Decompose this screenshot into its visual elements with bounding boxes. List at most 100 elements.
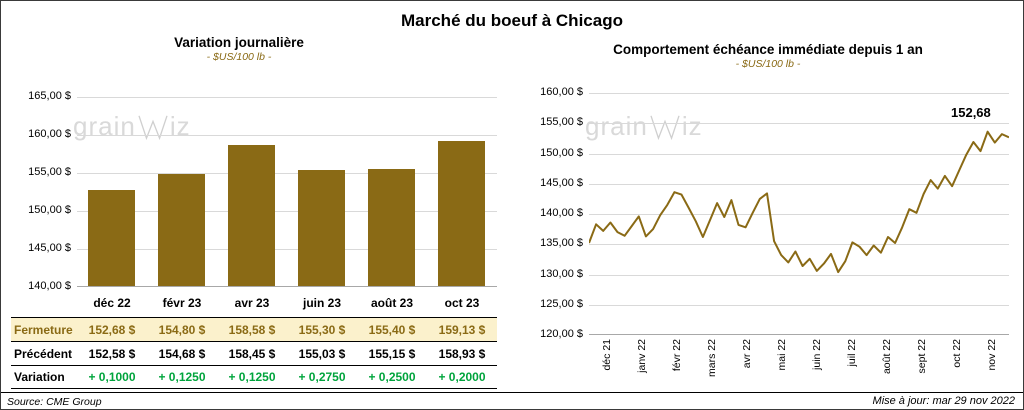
y-axis-label: 160,00 $	[540, 86, 583, 98]
page-title: Marché du boeuf à Chicago	[401, 11, 623, 30]
table-cell: 155,15 $	[368, 346, 416, 361]
table-cell: 152,58 $	[88, 346, 136, 361]
x-axis-label: juin 23	[302, 296, 341, 310]
watermark-text: grain	[73, 111, 136, 141]
y-axis-label: 140,00 $	[28, 280, 71, 292]
bar	[88, 189, 135, 286]
table-cell: + 0,2500	[368, 370, 416, 384]
gridline	[589, 214, 1009, 215]
table-cell: 155,30 $	[298, 322, 346, 337]
gridline	[589, 274, 1009, 276]
table-cell: 158,58 $	[228, 322, 276, 337]
row-label: Variation	[14, 370, 65, 384]
y-axis-label: 165,00 $	[28, 90, 71, 102]
grainwiz-w-icon	[136, 113, 170, 141]
line-plot	[589, 93, 1009, 335]
table-cell: 158,45 $	[228, 346, 276, 361]
daily-variation-chart: Variation journalière - $US/100 lb - gra…	[11, 35, 507, 391]
row-label: Précédent	[14, 346, 73, 361]
y-axis-label: 140,00 $	[540, 207, 583, 219]
x-axis-label: févr 22	[670, 339, 683, 372]
x-axis-label: sept 22	[915, 339, 928, 374]
table-cell: + 0,1000	[88, 370, 136, 384]
table-cell: 159,13 $	[438, 322, 486, 337]
bar	[438, 140, 485, 286]
gridline	[77, 97, 497, 98]
table-cell: + 0,1250	[228, 370, 276, 384]
x-axis-label: août 23	[370, 296, 413, 310]
row-label: Fermeture	[14, 322, 73, 337]
y-axis-label: 150,00 $	[28, 204, 71, 216]
watermark-text: grain	[585, 111, 648, 141]
bar	[298, 169, 345, 286]
chart-subtitle: - $US/100 lb -	[735, 58, 801, 70]
table-cell: 152,68 $	[88, 322, 136, 337]
bar	[158, 173, 205, 286]
source-label: Source: CME Group	[7, 396, 102, 408]
grainwiz-watermark: grain iz	[585, 111, 703, 142]
table-cell: 155,40 $	[368, 322, 416, 337]
watermark-text: iz	[169, 111, 191, 141]
gridline	[589, 244, 1009, 246]
gridline	[589, 183, 1009, 185]
gridline	[77, 211, 497, 212]
chart-title: Comportement échéance immédiate depuis 1…	[613, 42, 923, 57]
x-axis-label: déc 21	[600, 339, 613, 371]
y-axis-label: 150,00 $	[540, 146, 583, 159]
bar	[228, 144, 275, 286]
y-axis-label: 125,00 $	[540, 297, 583, 310]
last-price-annotation: 152,68	[951, 105, 991, 120]
gridline	[589, 123, 1009, 125]
price-line-series	[589, 130, 1009, 274]
y-axis-label: 120,00 $	[540, 328, 583, 340]
x-axis-label: août 22	[880, 339, 893, 375]
x-axis-label: nov 22	[985, 339, 998, 371]
x-axis-label: avr 23	[234, 296, 270, 310]
y-axis-label: 130,00 $	[540, 267, 583, 280]
x-axis-label: févr 23	[162, 296, 202, 310]
x-axis-label: juin 22	[810, 339, 823, 370]
bar-x-axis: déc 22 févr 23 avr 23 juin 23 août 23 oct 23	[77, 291, 497, 310]
chart-title: Variation journalière	[174, 35, 304, 50]
y-axis-label: 135,00 $	[540, 237, 583, 250]
table-cell: + 0,2750	[298, 370, 346, 384]
gridline	[589, 93, 1009, 94]
bar	[368, 168, 415, 286]
x-axis-label: mai 22	[775, 339, 788, 371]
y-axis-label: 155,00 $	[28, 166, 71, 178]
x-axis-label: juil 22	[845, 339, 858, 367]
one-year-line-chart: Comportement échéance immédiate depuis 1…	[519, 35, 1017, 391]
gridline	[589, 153, 1009, 155]
gridline	[77, 249, 497, 250]
table-row: Fermeture 152,68 $ 154,80 $ 158,58 $ 155,30 …	[11, 317, 497, 341]
bar-plot	[77, 97, 497, 287]
table-row: Variation + 0,1000 + 0,1250 + 0,1250 + 0,275…	[11, 365, 497, 389]
gridline	[589, 304, 1009, 306]
x-axis-label: oct 23	[444, 296, 480, 310]
gridline	[77, 135, 497, 136]
x-axis-label: janv 22	[635, 339, 648, 373]
updated-label: Mise à jour: mar 29 nov 2022	[872, 395, 1015, 407]
x-axis-label: oct 22	[950, 339, 963, 368]
gridline	[77, 173, 497, 174]
table-cell: 154,80 $	[158, 322, 206, 337]
y-axis-label: 145,00 $	[540, 176, 583, 189]
table-cell: + 0,1250	[158, 370, 206, 384]
footer-divider	[1, 392, 1023, 393]
chart-subtitle: - $US/100 lb -	[206, 51, 272, 63]
table-cell: 158,93 $	[438, 346, 486, 361]
grainwiz-watermark: grain iz	[73, 111, 191, 142]
y-axis-label: 145,00 $	[28, 242, 71, 254]
x-axis-label: mars 22	[705, 339, 718, 377]
table-row: Précédent 152,58 $ 154,68 $ 158,45 $ 155,03 …	[11, 341, 497, 365]
x-axis-label: déc 22	[93, 296, 131, 310]
table-cell: 155,03 $	[298, 346, 346, 361]
grainwiz-w-icon	[648, 113, 682, 141]
y-axis-label: 160,00 $	[28, 128, 71, 140]
x-axis-label: avr 22	[740, 339, 753, 369]
table-cell: 154,68 $	[158, 346, 206, 361]
summary-table: Fermeture 152,68 $ 154,80 $ 158,58 $ 155,30 …	[11, 317, 497, 389]
watermark-text: iz	[681, 111, 703, 141]
table-cell: + 0,2000	[438, 370, 486, 384]
y-axis-label: 155,00 $	[540, 116, 583, 129]
